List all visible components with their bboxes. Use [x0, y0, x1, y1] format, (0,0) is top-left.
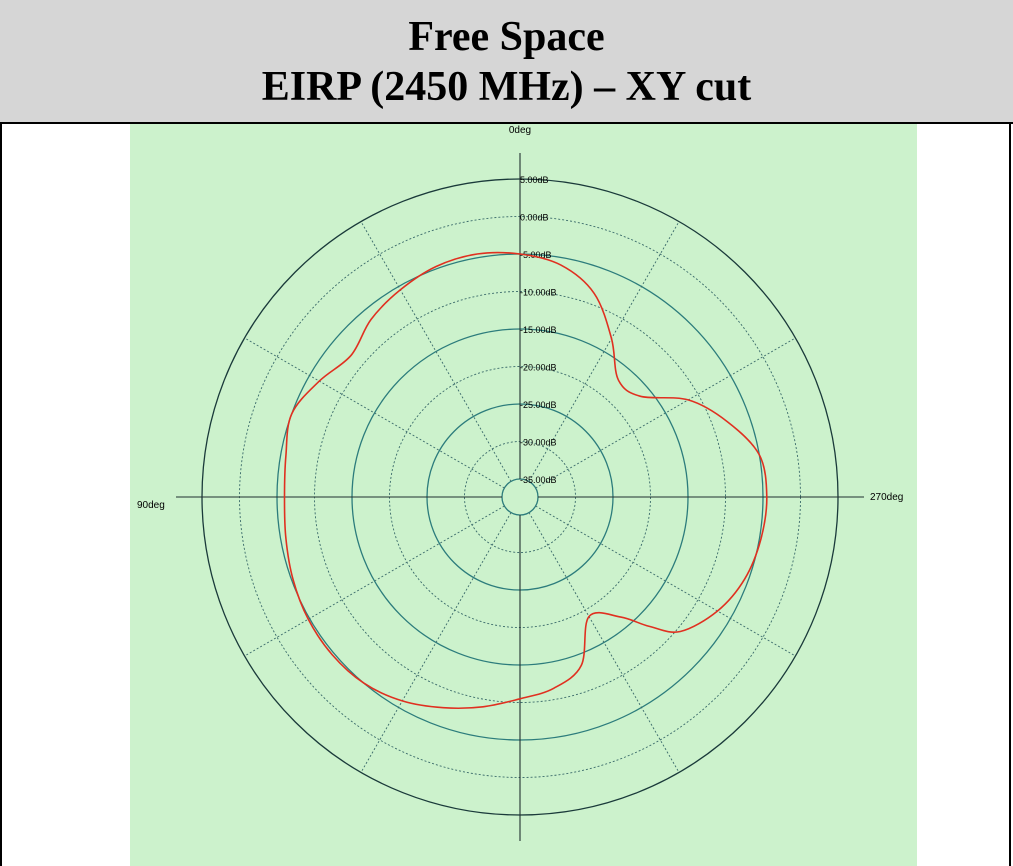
chart-header: Free Space EIRP (2450 MHz) – XY cut [0, 0, 1013, 124]
polar-spoke [360, 221, 512, 482]
radial-tick-label: -15.00dB [520, 325, 557, 335]
radial-tick-label: -20.00dB [520, 363, 557, 373]
angle-tick-label: 0deg [509, 125, 531, 136]
polar-spoke [535, 505, 796, 657]
chart-subtitle: EIRP (2450 MHz) – XY cut [261, 64, 752, 110]
radial-tick-label: 5.00dB [520, 175, 549, 185]
radial-tick-label: -5.00dB [520, 250, 552, 260]
radial-tick-label: -30.00dB [520, 438, 557, 448]
angle-tick-label: 270deg [870, 492, 903, 503]
radial-tick-label: -25.00dB [520, 400, 557, 410]
polar-spoke [360, 512, 512, 773]
polar-spoke [528, 221, 680, 482]
chart-title: Free Space [408, 14, 605, 60]
plot-background [130, 124, 917, 866]
polar-spoke [244, 505, 505, 657]
polar-spoke [535, 337, 796, 489]
radial-tick-label: -35.00dB [520, 475, 557, 485]
angle-tick-label: 90deg [137, 500, 165, 511]
polar-spoke [528, 512, 680, 773]
polar-spoke [244, 337, 505, 489]
radial-tick-label: -10.00dB [520, 288, 557, 298]
series-trace [283, 251, 768, 710]
radial-tick-label: 0.00dB [520, 213, 549, 223]
